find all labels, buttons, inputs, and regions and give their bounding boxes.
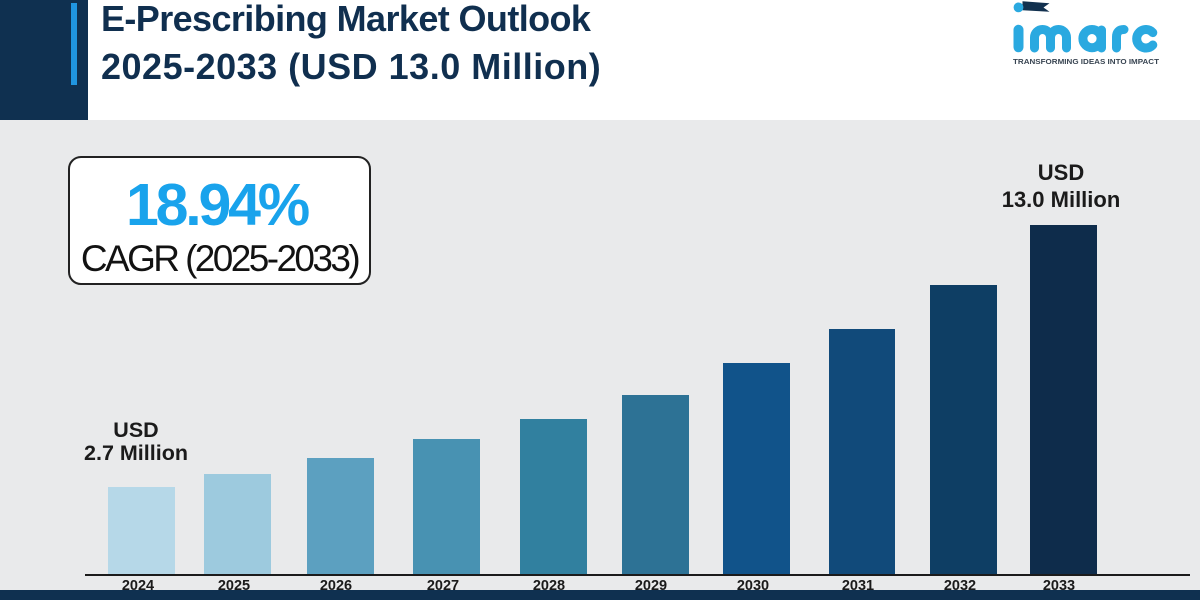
svg-text:TRANSFORMING IDEAS INTO IMPACT: TRANSFORMING IDEAS INTO IMPACT	[1013, 57, 1159, 66]
